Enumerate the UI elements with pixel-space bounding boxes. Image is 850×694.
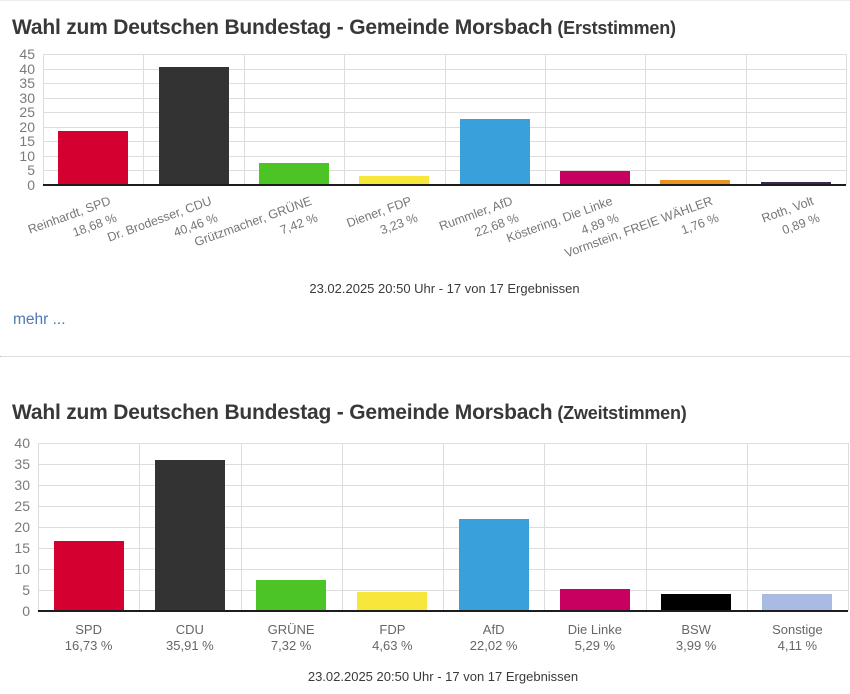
percent-label: 7,32 % (270, 637, 312, 653)
y-axis-tick-label: 30 (19, 89, 35, 106)
y-axis-tick-label: 0 (22, 603, 30, 619)
party-label: AfD (482, 622, 505, 637)
party-label: Die Linke (567, 622, 622, 637)
x-axis-label: SPD 16,73 % (38, 622, 139, 654)
percent-label: 35,91 % (166, 637, 214, 653)
grid-line-v (243, 54, 245, 185)
percent-label: 4,11 % (777, 637, 818, 653)
erststimmen-title: Wahl zum Deutschen Bundestag - Gemeinde … (12, 16, 676, 40)
chart-bar (559, 588, 630, 611)
x-axis-line (43, 184, 846, 186)
grid-line-v (38, 443, 39, 611)
y-axis-tick-label: 35 (14, 456, 30, 472)
grid-line-v (846, 54, 847, 185)
grid-line-v (745, 54, 747, 185)
y-axis-tick-label: 40 (14, 435, 30, 451)
y-axis-tick-label: 25 (19, 104, 35, 121)
party-label: Sonstige (772, 622, 823, 637)
grid-line-v (544, 443, 546, 611)
more-link[interactable]: mehr ... (13, 311, 66, 328)
grid-line-v (143, 54, 145, 185)
percent-label: 3,99 % (675, 637, 717, 653)
y-axis-tick-label: 0 (27, 177, 35, 193)
percent-label: 4,63 % (372, 637, 413, 653)
chart-bar (357, 591, 428, 611)
party-label: CDU (175, 622, 204, 637)
y-axis-tick-label: 20 (19, 118, 35, 135)
title-main: Wahl zum Deutschen Bundestag - Gemeinde … (12, 16, 553, 39)
percent-label: 16,73 % (64, 637, 113, 653)
party-label: GRÜNE (267, 622, 315, 637)
grid-line-v (746, 443, 748, 611)
title-suffix: (Erststimmen) (557, 18, 676, 38)
erststimmen-results-caption: 23.02.2025 20:50 Uhr - 17 von 17 Ergebni… (309, 281, 580, 296)
x-axis-label: CDU 35,91 % (139, 622, 240, 654)
party-label: BSW (681, 622, 711, 637)
grid-line-v (240, 443, 242, 611)
chart-bar (458, 518, 529, 611)
zweitstimmen-results-caption: 23.02.2025 20:50 Uhr - 17 von 17 Ergebni… (307, 669, 579, 684)
chart-bar (154, 460, 225, 611)
y-axis-tick-label: 20 (14, 519, 30, 535)
grid-line-v (43, 54, 44, 185)
grid-line-v (139, 443, 141, 611)
chart-bar (459, 118, 530, 185)
y-axis-tick-label: 15 (19, 133, 35, 150)
percent-label: 22,02 % (469, 637, 518, 653)
y-axis-tick-label: 30 (14, 477, 30, 493)
chart-bar (256, 580, 327, 611)
party-label: SPD (75, 622, 102, 637)
grid-line-v (645, 54, 647, 185)
grid-line-v (848, 443, 849, 611)
y-axis-tick-label: 10 (14, 561, 30, 577)
y-axis-tick-label: 40 (19, 60, 35, 77)
y-axis-tick-label: 25 (14, 498, 30, 514)
y-axis-tick-label: 15 (14, 540, 30, 556)
chart-bar (661, 594, 732, 611)
x-axis-label: FDP 4,63 % (342, 622, 443, 654)
x-axis-line (38, 610, 848, 612)
chart-bar (762, 593, 833, 611)
y-axis-tick-label: 35 (19, 75, 35, 92)
chart-bar (660, 179, 731, 185)
chart-bar (158, 67, 229, 185)
grid-line-v (544, 54, 546, 185)
x-axis-label: Die Linke 5,29 % (544, 622, 645, 654)
x-axis-label: GRÜNE 7,32 % (241, 622, 342, 654)
percent-label: 5,29 % (574, 637, 616, 653)
zweitstimmen-title: Wahl zum Deutschen Bundestag - Gemeinde … (12, 401, 687, 425)
chart-bar (560, 170, 631, 185)
chart-bar (53, 540, 124, 611)
y-axis-tick-label: 5 (27, 162, 35, 179)
y-axis-tick-label: 5 (22, 582, 30, 598)
grid-line-v (645, 443, 647, 611)
section-divider (0, 356, 850, 357)
y-axis-tick-label: 45 (19, 46, 35, 62)
x-axis-label: Sonstige 4,11 % (747, 622, 848, 654)
title-suffix: (Zweitstimmen) (557, 403, 687, 423)
grid-line-v (341, 443, 343, 611)
x-axis-label: AfD 22,02 % (443, 622, 544, 654)
party-label: FDP (379, 622, 406, 637)
grid-line-v (444, 54, 446, 185)
grid-line-v (344, 54, 346, 185)
chart-bar (359, 175, 430, 185)
chart-bar (760, 182, 831, 185)
title-main: Wahl zum Deutschen Bundestag - Gemeinde … (12, 401, 553, 424)
chart-bar (258, 163, 329, 185)
y-axis-tick-label: 10 (19, 147, 35, 164)
x-axis-label: BSW 3,99 % (646, 622, 747, 654)
grid-line-v (443, 443, 444, 611)
chart-bar (58, 130, 129, 185)
